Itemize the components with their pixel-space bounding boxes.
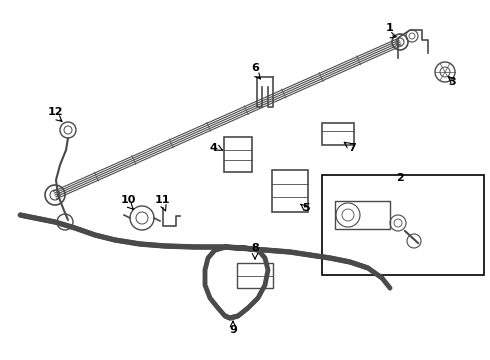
- Bar: [272, 170, 308, 212]
- Text: 1: 1: [386, 23, 394, 33]
- Text: 4: 4: [209, 143, 217, 153]
- Text: 9: 9: [229, 325, 237, 335]
- Bar: [322, 175, 484, 275]
- Text: 7: 7: [348, 143, 356, 153]
- Bar: [335, 201, 390, 229]
- Bar: [322, 123, 354, 145]
- Bar: [224, 137, 252, 172]
- Text: 5: 5: [302, 203, 310, 213]
- Text: 8: 8: [251, 243, 259, 253]
- Text: 11: 11: [154, 195, 170, 205]
- Text: 3: 3: [448, 77, 456, 87]
- Bar: [237, 263, 273, 288]
- Text: 6: 6: [251, 63, 259, 73]
- Text: 12: 12: [47, 107, 63, 117]
- Text: 10: 10: [121, 195, 136, 205]
- Text: 2: 2: [396, 173, 404, 183]
